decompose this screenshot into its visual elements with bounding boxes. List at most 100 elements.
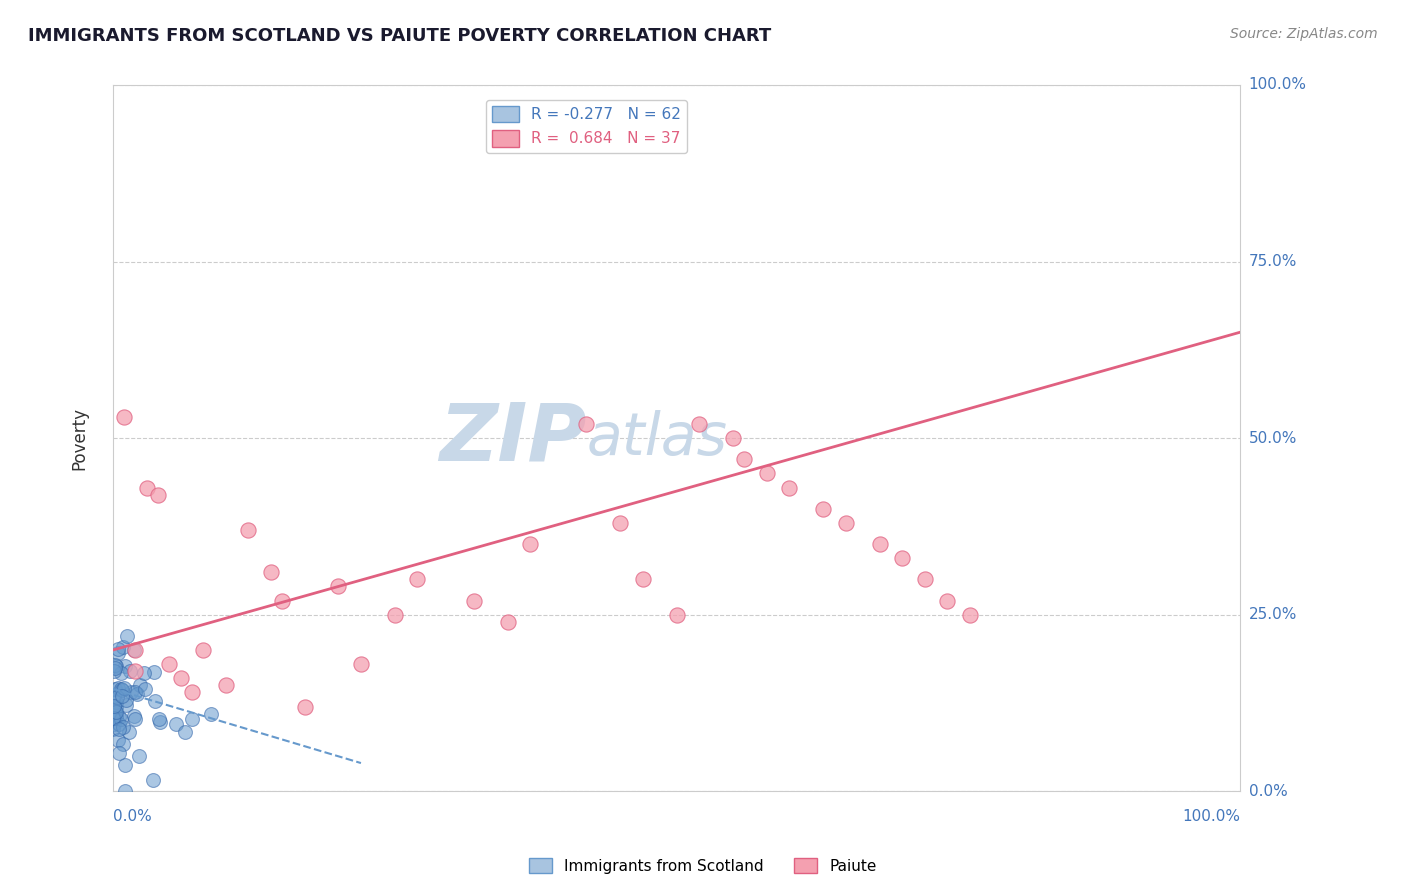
Point bbox=[142, 665, 165, 680]
Point bbox=[104, 660, 127, 674]
Point bbox=[271, 593, 294, 607]
Point bbox=[104, 705, 127, 719]
Text: 100.0%: 100.0% bbox=[1182, 809, 1240, 824]
Point bbox=[111, 737, 134, 751]
Point bbox=[103, 690, 125, 704]
Point bbox=[755, 467, 778, 481]
Point bbox=[105, 658, 128, 673]
Point bbox=[122, 709, 145, 723]
Point bbox=[157, 657, 180, 672]
Point bbox=[104, 694, 127, 708]
Point bbox=[105, 690, 128, 704]
Point bbox=[114, 757, 136, 772]
Point bbox=[112, 681, 135, 695]
Point bbox=[132, 665, 155, 680]
Point bbox=[124, 712, 146, 726]
Point bbox=[721, 431, 744, 445]
Legend: R = -0.277   N = 62, R =  0.684   N = 37: R = -0.277 N = 62, R = 0.684 N = 37 bbox=[485, 100, 688, 153]
Point bbox=[148, 712, 170, 726]
Point bbox=[914, 573, 936, 587]
Text: 0.0%: 0.0% bbox=[112, 809, 152, 824]
Point bbox=[180, 685, 202, 699]
Point bbox=[107, 746, 129, 760]
Point bbox=[122, 643, 145, 657]
Point bbox=[103, 722, 125, 736]
Point bbox=[110, 712, 132, 726]
Point bbox=[129, 678, 152, 692]
Point bbox=[134, 682, 156, 697]
Point bbox=[260, 566, 283, 580]
Point bbox=[114, 692, 136, 706]
Point bbox=[110, 681, 132, 696]
Point bbox=[936, 593, 959, 607]
Point bbox=[103, 716, 125, 731]
Point bbox=[104, 699, 127, 714]
Point bbox=[181, 712, 204, 726]
Point bbox=[111, 640, 134, 654]
Point bbox=[110, 665, 132, 680]
Point bbox=[143, 694, 166, 708]
Point bbox=[108, 710, 131, 724]
Point bbox=[169, 671, 191, 685]
Text: Source: ZipAtlas.com: Source: ZipAtlas.com bbox=[1230, 27, 1378, 41]
Legend: Immigrants from Scotland, Paiute: Immigrants from Scotland, Paiute bbox=[523, 852, 883, 880]
Text: 100.0%: 100.0% bbox=[1249, 78, 1306, 93]
Point bbox=[107, 681, 129, 695]
Point bbox=[959, 607, 981, 622]
Point bbox=[104, 710, 127, 724]
Point bbox=[835, 516, 858, 530]
Point bbox=[107, 732, 129, 747]
Point bbox=[165, 716, 187, 731]
Text: IMMIGRANTS FROM SCOTLAND VS PAIUTE POVERTY CORRELATION CHART: IMMIGRANTS FROM SCOTLAND VS PAIUTE POVER… bbox=[28, 27, 772, 45]
Point bbox=[108, 716, 131, 731]
Point bbox=[496, 615, 519, 629]
Point bbox=[631, 573, 654, 587]
Point bbox=[173, 725, 195, 739]
Point bbox=[107, 646, 129, 660]
Point bbox=[127, 687, 149, 701]
Point bbox=[103, 711, 125, 725]
Point bbox=[103, 698, 125, 713]
Point bbox=[124, 685, 146, 699]
Text: Poverty: Poverty bbox=[70, 407, 89, 469]
Point bbox=[463, 593, 485, 607]
Point bbox=[191, 643, 214, 657]
Point bbox=[778, 481, 800, 495]
Point bbox=[120, 685, 142, 699]
Point bbox=[406, 573, 429, 587]
Text: atlas: atlas bbox=[586, 409, 727, 467]
Point bbox=[112, 720, 135, 734]
Point bbox=[142, 772, 165, 787]
Point bbox=[215, 678, 238, 692]
Point bbox=[124, 643, 146, 657]
Point bbox=[149, 715, 172, 730]
Point bbox=[519, 537, 541, 551]
Point bbox=[114, 659, 136, 673]
Point bbox=[118, 664, 141, 678]
Point bbox=[575, 417, 598, 431]
Text: 50.0%: 50.0% bbox=[1249, 431, 1296, 446]
Point bbox=[350, 657, 373, 672]
Text: ZIP: ZIP bbox=[439, 399, 586, 477]
Point bbox=[135, 481, 157, 495]
Point bbox=[114, 698, 136, 713]
Point bbox=[107, 641, 129, 656]
Text: 0.0%: 0.0% bbox=[1249, 784, 1288, 799]
Point bbox=[104, 681, 127, 696]
Point bbox=[104, 657, 127, 672]
Point bbox=[114, 784, 136, 798]
Point bbox=[104, 704, 127, 718]
Text: 25.0%: 25.0% bbox=[1249, 607, 1296, 623]
Text: 75.0%: 75.0% bbox=[1249, 254, 1296, 269]
Point bbox=[146, 488, 169, 502]
Point bbox=[111, 689, 134, 703]
Point bbox=[238, 523, 260, 537]
Point bbox=[124, 664, 146, 678]
Point bbox=[103, 664, 125, 678]
Point bbox=[869, 537, 891, 551]
Point bbox=[891, 551, 914, 566]
Point bbox=[733, 452, 755, 467]
Point bbox=[104, 706, 127, 721]
Point bbox=[115, 629, 138, 643]
Point bbox=[811, 501, 834, 516]
